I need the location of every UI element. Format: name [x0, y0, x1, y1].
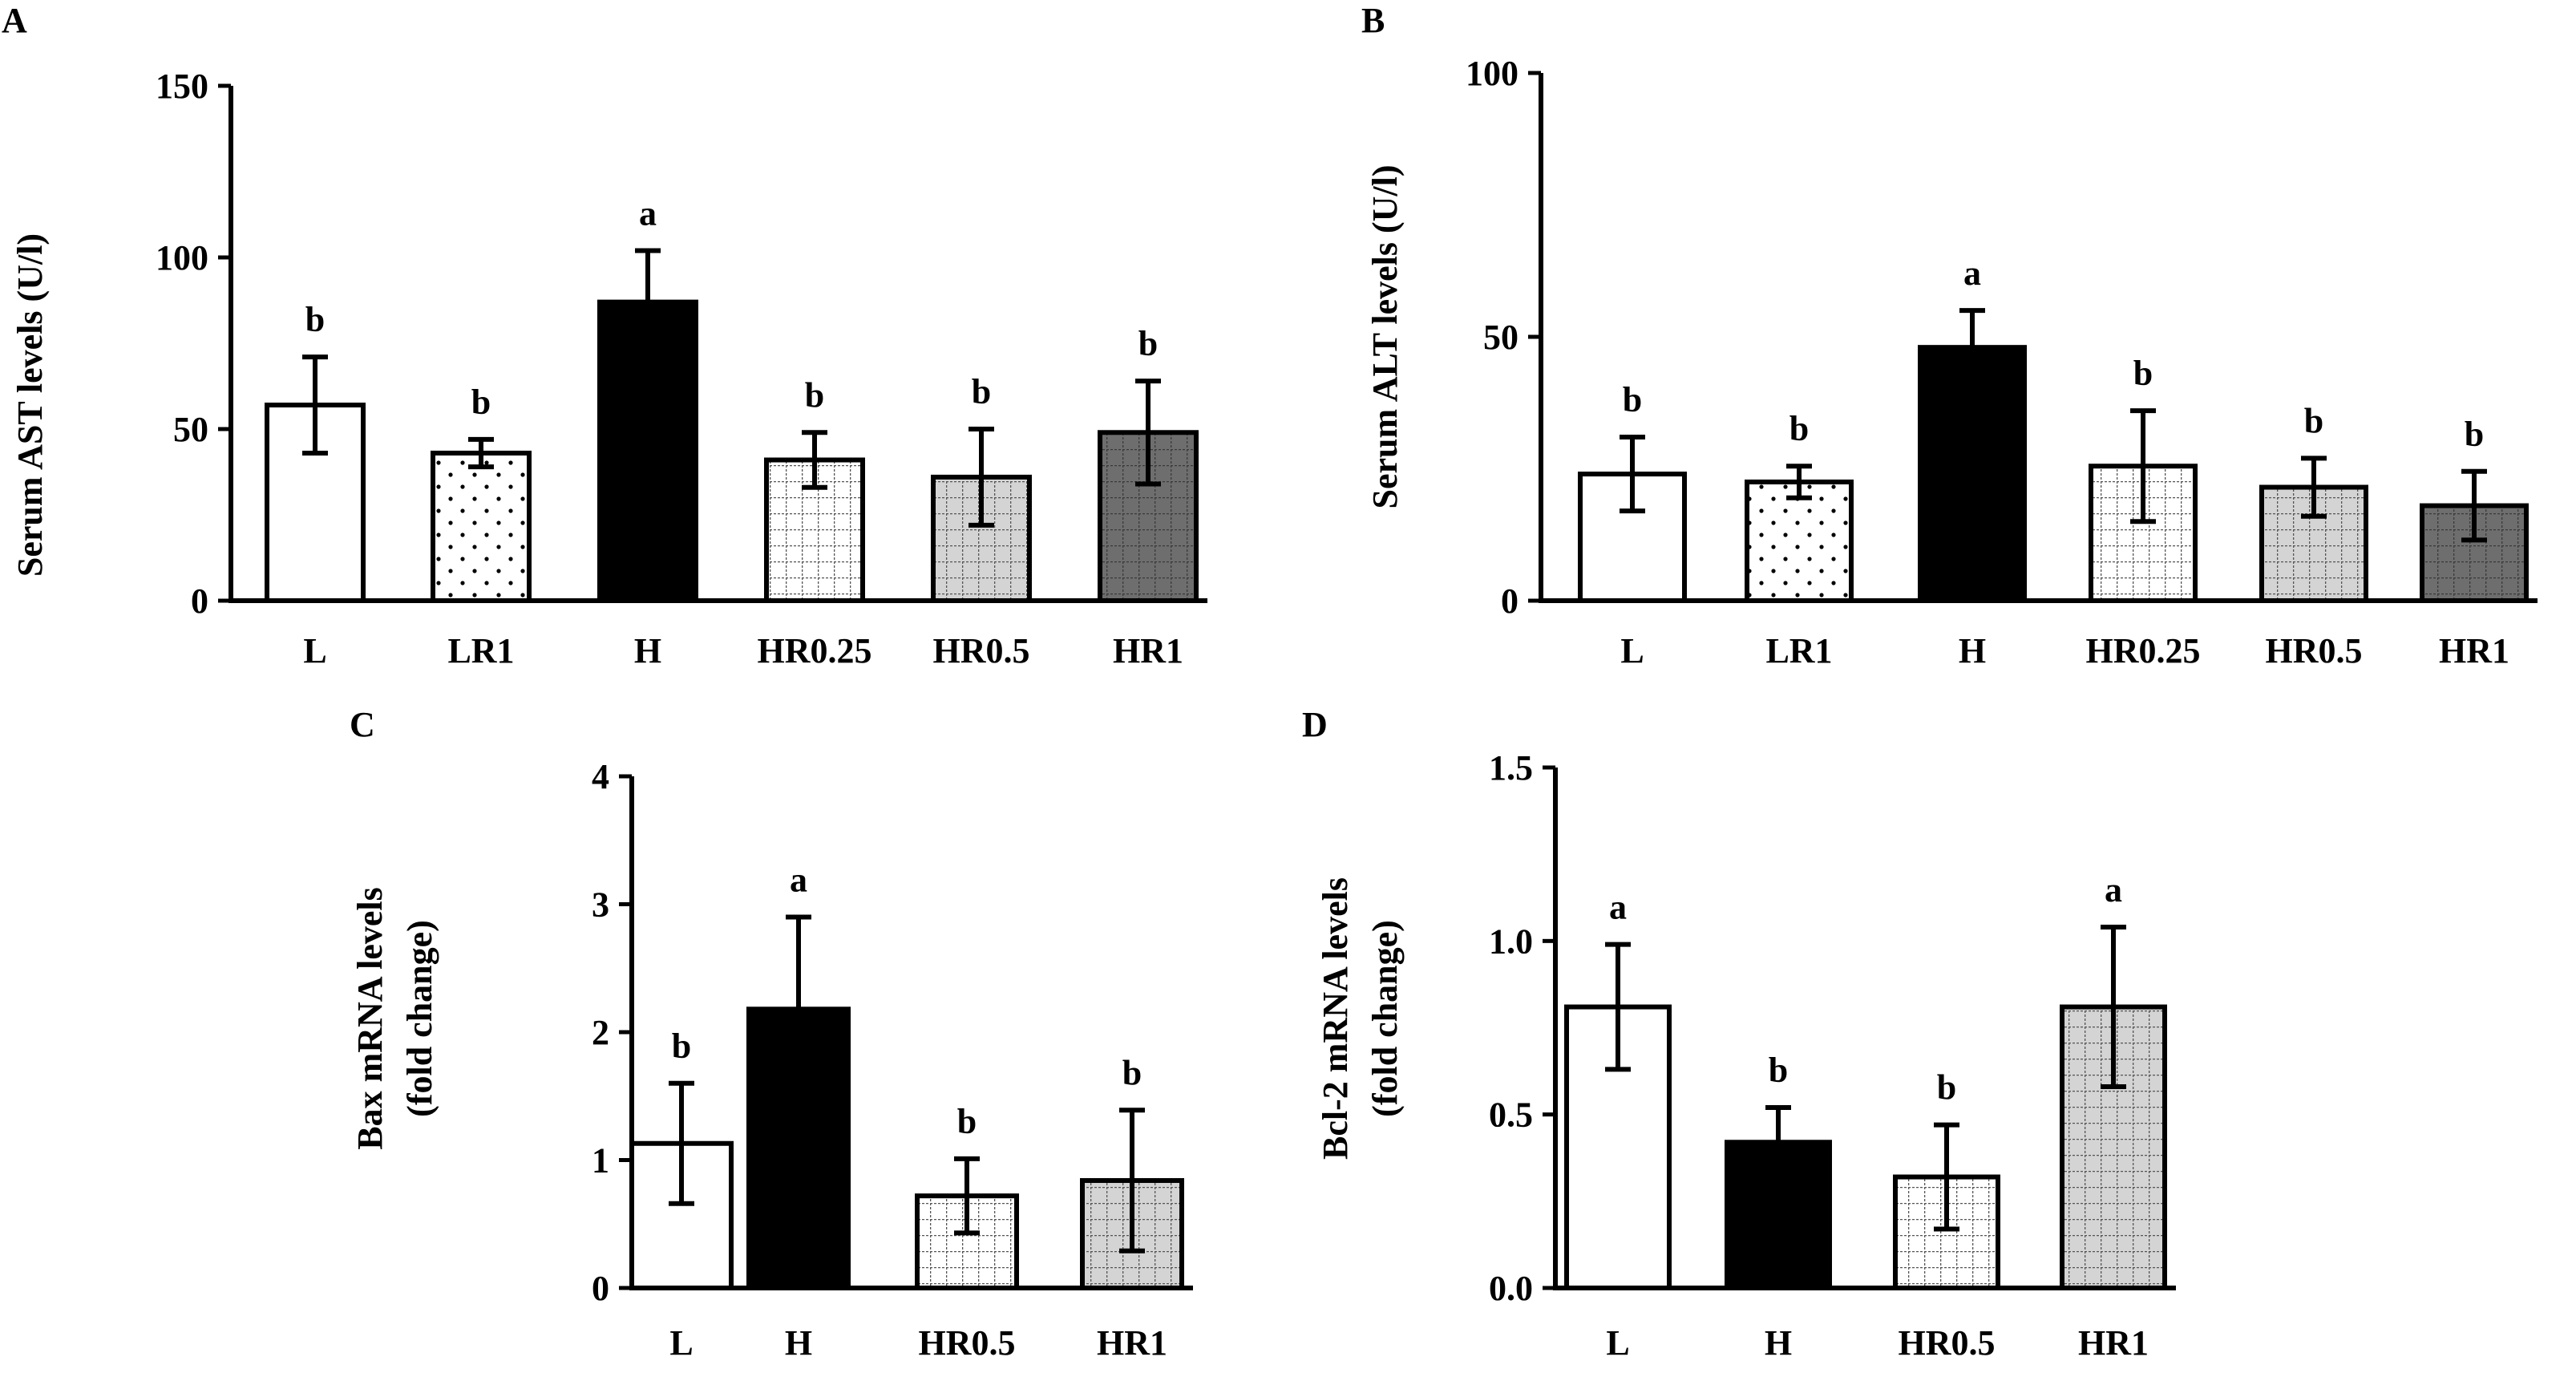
- panel-a-bar: [431, 450, 532, 604]
- panel-a-significance-label: b: [1138, 324, 1158, 363]
- panel-d: D Bcl-2 mRNA levels (fold change) 0.0 0.5 1…: [1302, 705, 2176, 1363]
- panel-b: B Serum ALT levels (U/l) 0 50 100 b Lb LR1 a Hb…: [1361, 1, 2538, 670]
- panel-c-y-tick-label: 2: [592, 1013, 609, 1052]
- panel-d-y-tick-label: 0.5: [1489, 1096, 1533, 1135]
- panel-c-y-axis-label: Bax mRNA levels (fold change): [350, 887, 439, 1150]
- panel-b-significance-label: b: [2304, 401, 2323, 440]
- panel-b-significance-label: a: [1963, 253, 1981, 293]
- panel-c-significance-label: b: [957, 1102, 977, 1141]
- panel-a-category-label: L: [303, 631, 326, 670]
- panel-d-significance-label: b: [1937, 1068, 1956, 1108]
- panel-c-significance-label: a: [790, 860, 807, 899]
- panel-a-letter: A: [2, 1, 27, 40]
- panel-d-category-label: L: [1606, 1323, 1629, 1363]
- panel-d-category-label: HR1: [2078, 1323, 2149, 1363]
- panel-b-significance-label: b: [1623, 380, 1642, 419]
- panel-b-category-label: H: [1959, 631, 1986, 670]
- panel-b-category-label: LR1: [1765, 631, 1832, 670]
- panel-d-y-tick-label: 1.5: [1489, 748, 1533, 788]
- panel-c-letter: C: [350, 705, 375, 744]
- panel-b-y-axis-label: Serum ALT levels (U/l): [1365, 164, 1405, 508]
- panel-c-category-label: L: [669, 1323, 693, 1363]
- panel-a-y-axis-label: Serum AST levels (U/l): [10, 233, 50, 577]
- panel-b-category-label: HR1: [2439, 631, 2509, 670]
- panel-a-category-label: HR0.5: [933, 631, 1030, 670]
- panel-c-category-label: H: [785, 1323, 812, 1363]
- panel-c-y-tick-label: 3: [592, 885, 609, 925]
- panel-c: C Bax mRNA levels (fold change) 0 1 2 3 4 b La H…: [350, 705, 1193, 1363]
- panel-c-significance-label: b: [672, 1027, 691, 1066]
- panel-b-significance-label: b: [2133, 354, 2153, 393]
- panel-b-category-label: HR0.25: [2086, 631, 2201, 670]
- panel-a-y-tick-label: 100: [156, 238, 208, 277]
- panel-d-letter: D: [1302, 705, 1328, 744]
- panel-a-y-tick-label: 0: [191, 581, 208, 621]
- panel-b-significance-label: b: [1789, 409, 1809, 448]
- panel-a-category-label: HR1: [1113, 631, 1183, 670]
- panel-d-y-tick-label: 1.0: [1489, 921, 1533, 961]
- panel-c-y-tick-label: 0: [592, 1269, 609, 1308]
- panel-b-bar: [2420, 503, 2529, 603]
- panel-a-category-label: HR0.25: [758, 631, 872, 670]
- panel-d-significance-label: a: [1609, 888, 1627, 927]
- panel-b-y-tick-label: 50: [1483, 318, 1519, 357]
- panel-b-bar: [1918, 345, 2027, 603]
- panel-a-significance-label: b: [972, 372, 991, 411]
- panel-d-y-tick-label: 0.0: [1489, 1269, 1533, 1308]
- panel-a-significance-label: b: [471, 383, 491, 422]
- panel-c-significance-label: b: [1122, 1053, 1142, 1092]
- panel-d-significance-label: a: [2105, 870, 2122, 909]
- panel-b-category-label: HR0.5: [2266, 631, 2363, 670]
- panel-d-bar: [1725, 1140, 1832, 1291]
- panel-b-bar: [1745, 479, 1854, 604]
- panel-b-letter: B: [1361, 1, 1385, 40]
- panel-c-y-tick-label: 1: [592, 1141, 609, 1181]
- panel-d-category-label: HR0.5: [1899, 1323, 1996, 1363]
- panel-a-significance-label: a: [639, 193, 657, 233]
- panel-c-category-label: HR0.5: [919, 1323, 1016, 1363]
- panel-a-category-label: H: [634, 631, 661, 670]
- panel-c-category-label: HR1: [1097, 1323, 1167, 1363]
- panel-d-y-axis-label: Bcl-2 mRNA levels (fold change): [1316, 877, 1405, 1160]
- panel-a-y-tick-label: 50: [173, 410, 208, 449]
- panel-a: A Serum AST levels (U/l) 0 50 100 150 b Lb LR1…: [2, 1, 1207, 670]
- panel-a-significance-label: b: [305, 300, 325, 339]
- panel-b-category-label: L: [1620, 631, 1644, 670]
- panel-b-y-tick-label: 0: [1501, 581, 1519, 621]
- panel-d-category-label: H: [1765, 1323, 1792, 1363]
- panel-b-significance-label: b: [2465, 415, 2484, 454]
- panel-a-category-label: LR1: [447, 631, 514, 670]
- panel-d-significance-label: b: [1769, 1051, 1788, 1090]
- panel-a-significance-label: b: [805, 375, 824, 415]
- panel-a-y-tick-label: 150: [156, 67, 208, 106]
- panel-c-y-tick-label: 4: [592, 757, 609, 796]
- panel-b-y-tick-label: 100: [1466, 54, 1519, 93]
